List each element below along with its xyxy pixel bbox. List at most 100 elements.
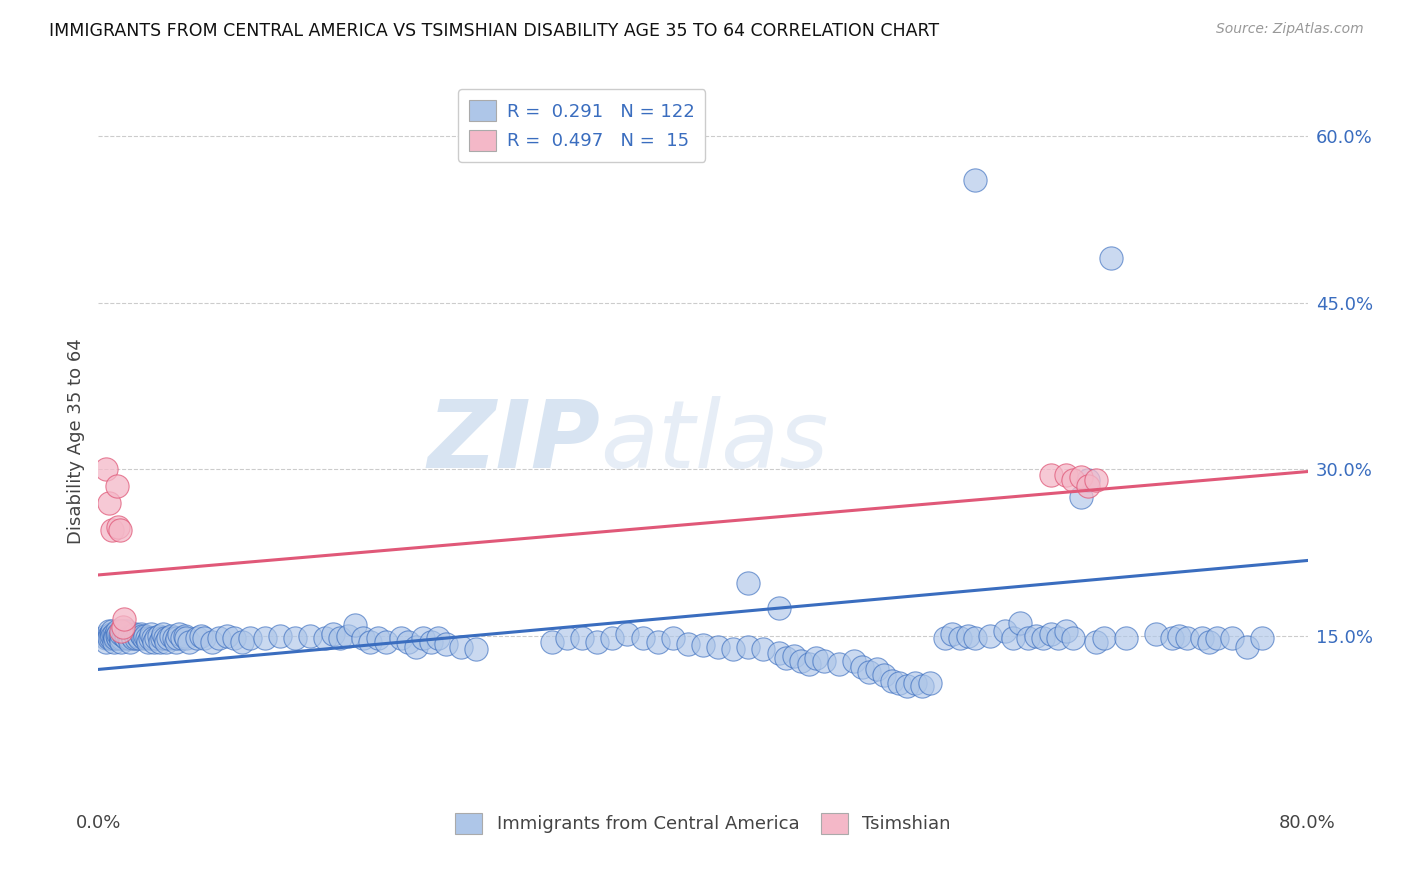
Point bbox=[389, 632, 412, 646]
Point bbox=[94, 629, 117, 643]
Point bbox=[139, 632, 162, 646]
Point bbox=[125, 632, 148, 646]
Point bbox=[956, 629, 979, 643]
Point bbox=[555, 632, 578, 646]
Point bbox=[1251, 632, 1274, 646]
Point bbox=[224, 632, 246, 646]
Point bbox=[134, 629, 156, 643]
Point bbox=[269, 629, 291, 643]
Point bbox=[994, 624, 1017, 638]
Point bbox=[979, 629, 1001, 643]
Point bbox=[775, 651, 797, 665]
Point bbox=[896, 679, 918, 693]
Point bbox=[120, 634, 142, 648]
Point bbox=[156, 632, 179, 646]
Point bbox=[104, 632, 127, 646]
Point bbox=[1024, 629, 1046, 643]
Point bbox=[1001, 632, 1024, 646]
Point bbox=[101, 524, 124, 538]
Point bbox=[105, 624, 128, 638]
Point bbox=[676, 637, 699, 651]
Point bbox=[1144, 627, 1167, 641]
Point bbox=[412, 632, 434, 646]
Point bbox=[1092, 632, 1115, 646]
Point bbox=[465, 642, 488, 657]
Point bbox=[1039, 627, 1062, 641]
Point bbox=[193, 632, 215, 646]
Point bbox=[1032, 632, 1054, 646]
Point bbox=[322, 627, 344, 641]
Point bbox=[167, 627, 190, 641]
Point bbox=[911, 679, 934, 693]
Point bbox=[1175, 632, 1198, 646]
Point bbox=[602, 632, 624, 646]
Point bbox=[190, 629, 212, 643]
Point bbox=[98, 624, 121, 638]
Point bbox=[647, 634, 669, 648]
Point bbox=[329, 632, 352, 646]
Point bbox=[427, 632, 450, 646]
Text: atlas: atlas bbox=[600, 396, 828, 487]
Point bbox=[179, 634, 201, 648]
Point bbox=[115, 624, 138, 638]
Point bbox=[450, 640, 472, 655]
Point bbox=[107, 627, 129, 641]
Point bbox=[1070, 490, 1092, 504]
Point bbox=[141, 627, 163, 641]
Point bbox=[107, 632, 129, 646]
Point bbox=[797, 657, 820, 671]
Point bbox=[1077, 479, 1099, 493]
Point bbox=[94, 634, 117, 648]
Point bbox=[707, 640, 730, 655]
Point bbox=[844, 653, 866, 667]
Point bbox=[111, 624, 134, 638]
Point bbox=[165, 634, 187, 648]
Point bbox=[152, 627, 174, 641]
Point bbox=[129, 627, 152, 641]
Point bbox=[396, 634, 419, 648]
Point bbox=[737, 575, 759, 590]
Point bbox=[131, 629, 153, 643]
Point bbox=[1017, 632, 1039, 646]
Point bbox=[631, 632, 654, 646]
Point bbox=[105, 479, 128, 493]
Point bbox=[1085, 474, 1108, 488]
Point bbox=[314, 632, 336, 646]
Point bbox=[374, 634, 396, 648]
Point bbox=[135, 632, 157, 646]
Point bbox=[101, 629, 124, 643]
Point bbox=[661, 632, 683, 646]
Point bbox=[111, 620, 134, 634]
Point bbox=[110, 632, 132, 646]
Point bbox=[1062, 474, 1084, 488]
Point bbox=[153, 632, 176, 646]
Point bbox=[1085, 634, 1108, 648]
Point bbox=[98, 632, 121, 646]
Point bbox=[136, 634, 159, 648]
Point bbox=[101, 624, 124, 638]
Point bbox=[100, 627, 122, 641]
Point bbox=[1054, 624, 1077, 638]
Point bbox=[160, 629, 183, 643]
Point bbox=[98, 496, 121, 510]
Point bbox=[1236, 640, 1258, 655]
Point bbox=[215, 629, 238, 643]
Point bbox=[1206, 632, 1229, 646]
Point bbox=[858, 665, 880, 679]
Point bbox=[360, 634, 382, 648]
Text: Source: ZipAtlas.com: Source: ZipAtlas.com bbox=[1216, 22, 1364, 37]
Point bbox=[1054, 467, 1077, 482]
Point bbox=[352, 632, 374, 646]
Point bbox=[128, 632, 150, 646]
Point bbox=[110, 627, 132, 641]
Point bbox=[1168, 629, 1191, 643]
Point bbox=[110, 634, 132, 648]
Point bbox=[284, 632, 307, 646]
Point bbox=[208, 632, 231, 646]
Point bbox=[367, 632, 389, 646]
Point bbox=[103, 634, 125, 648]
Point bbox=[790, 653, 813, 667]
Point bbox=[114, 627, 136, 641]
Point bbox=[239, 632, 262, 646]
Point bbox=[170, 632, 193, 646]
